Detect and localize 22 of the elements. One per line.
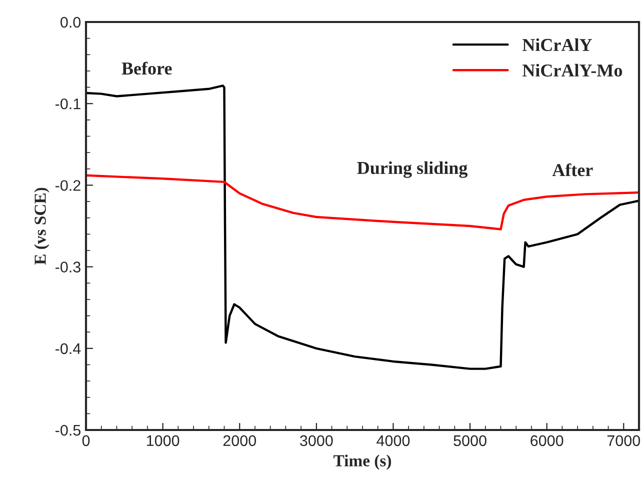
line-series [86, 84, 639, 370]
y-tick-label: 0.0 [60, 16, 81, 28]
annotation: During sliding [357, 161, 468, 178]
y-tick-label: -0.1 [55, 98, 80, 110]
x-tick-label: 1000 [146, 435, 180, 446]
y-axis-title: E (vs SCE) [34, 188, 50, 265]
y-tick-label: -0.5 [55, 424, 80, 436]
x-tick-label: 6000 [530, 435, 564, 446]
annotation: Before [122, 62, 172, 75]
annotation: After [552, 163, 593, 176]
x-axis-title: Time (s) [334, 454, 392, 470]
y-tick-label: -0.3 [55, 262, 80, 272]
x-tick-label: 4000 [376, 435, 410, 446]
x-tick-label: 7000 [607, 435, 640, 446]
x-tick-label: 0 [82, 435, 90, 446]
legend-label: NiCrAlY-Mo [522, 64, 622, 77]
x-tick-label: 5000 [454, 435, 486, 446]
legend-label: NiCrAlY [522, 38, 592, 52]
y-tick-label: -0.4 [55, 343, 81, 354]
y-tick-label: -0.2 [55, 180, 80, 191]
x-tick-label: 3000 [300, 435, 333, 446]
x-tick-label: 2000 [223, 435, 256, 446]
